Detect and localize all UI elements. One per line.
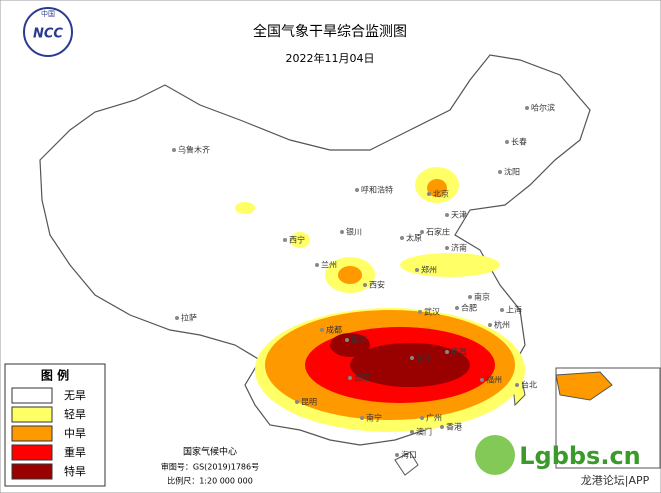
city-label: 南宁 xyxy=(366,413,382,423)
watermark-app: 龙港论坛|APP xyxy=(581,473,650,487)
legend-swatch xyxy=(11,463,53,480)
city-label: 天津 xyxy=(451,210,467,220)
city-dot xyxy=(505,140,509,144)
city-dot xyxy=(315,263,319,267)
city-label: 拉萨 xyxy=(181,313,197,323)
city-dot xyxy=(480,378,484,382)
legend-label: 中旱 xyxy=(64,427,86,440)
city-label: 哈尔滨 xyxy=(531,103,555,113)
city-dot xyxy=(418,310,422,314)
city-label: 太原 xyxy=(406,233,422,243)
city-label: 银川 xyxy=(346,227,362,237)
city-label: 乌鲁木齐 xyxy=(178,145,210,155)
city-label: 北京 xyxy=(433,189,449,199)
logo-top: 中国 xyxy=(41,9,55,18)
logo xyxy=(23,7,73,57)
date: 2022年11月04日 xyxy=(286,51,375,65)
city-label: 澳门 xyxy=(416,427,432,437)
legend-label: 重旱 xyxy=(64,445,86,459)
city-dot xyxy=(498,170,502,174)
city-dot xyxy=(488,323,492,327)
city-dot xyxy=(445,246,449,250)
city-dot xyxy=(172,148,176,152)
city-dot xyxy=(445,213,449,217)
logo-name: NCC xyxy=(33,27,63,42)
legend-label: 特旱 xyxy=(64,464,86,478)
city-label: 呼和浩特 xyxy=(361,185,393,195)
city-dot xyxy=(395,453,399,457)
city-label: 杭州 xyxy=(494,320,510,330)
city-dot xyxy=(468,295,472,299)
watermark-logo xyxy=(475,435,515,475)
hainan xyxy=(394,451,419,476)
legend-swatch xyxy=(11,387,53,404)
city-dot xyxy=(345,338,349,342)
city-label: 广州 xyxy=(426,413,442,423)
city-dot xyxy=(400,236,404,240)
city-dot xyxy=(283,238,287,242)
city-label: 长春 xyxy=(511,137,527,147)
city-label: 武汉 xyxy=(424,307,440,317)
city-label: 台北 xyxy=(521,380,537,390)
watermark-site: Lgbbs.cn xyxy=(519,442,641,470)
city-label: 兰州 xyxy=(321,260,337,270)
footer-scale: 比例尺：1:20 000 000 xyxy=(167,476,253,486)
legend-title: 图 例 xyxy=(41,368,69,383)
city-dot xyxy=(440,425,444,429)
city-label: 贵阳 xyxy=(354,373,370,383)
city-label: 南京 xyxy=(474,292,490,302)
city-label: 成都 xyxy=(326,325,342,335)
drought-areas xyxy=(235,167,525,432)
city-label: 上海 xyxy=(506,305,522,315)
city-label: 海口 xyxy=(401,450,417,460)
city-label: 长沙 xyxy=(416,353,432,363)
legend-swatch xyxy=(11,444,53,461)
city-label: 福州 xyxy=(486,376,502,385)
city-label: 济南 xyxy=(451,243,467,253)
city-dot xyxy=(348,376,352,380)
city-label: 合肥 xyxy=(461,303,477,313)
city-dot xyxy=(420,230,424,234)
city-dot xyxy=(525,106,529,110)
footer-org: 国家气候中心 xyxy=(183,446,237,458)
city-dot xyxy=(320,328,324,332)
city-label: 南昌 xyxy=(451,347,467,357)
city-label: 西安 xyxy=(369,280,385,290)
city-dot xyxy=(427,192,431,196)
title: 全国气象干旱综合监测图 xyxy=(253,23,407,40)
city-dot xyxy=(363,283,367,287)
city-dot xyxy=(295,400,299,404)
city-dot xyxy=(415,268,419,272)
city-dot xyxy=(410,356,414,360)
city-dot xyxy=(355,188,359,192)
inset-land xyxy=(555,371,613,401)
city-label: 石家庄 xyxy=(426,227,450,237)
city-dot xyxy=(340,230,344,234)
city-label: 香港 xyxy=(446,422,462,432)
legend-label: 轻旱 xyxy=(64,407,86,421)
footer-approval: 审图号：GS(2019)1786号 xyxy=(161,462,259,472)
city-dot xyxy=(515,383,519,387)
city-dot xyxy=(175,316,179,320)
city-dot xyxy=(500,308,504,312)
legend-swatch xyxy=(11,406,53,423)
city-dot xyxy=(445,350,449,354)
city-dot xyxy=(360,416,364,420)
legend-swatch xyxy=(11,425,53,442)
city-label: 沈阳 xyxy=(504,167,520,177)
city-label: 郑州 xyxy=(421,265,437,275)
city-dot xyxy=(420,416,424,420)
city-dot xyxy=(410,430,414,434)
city-label: 重庆 xyxy=(351,335,367,345)
city-dot xyxy=(455,306,459,310)
city-label: 昆明 xyxy=(301,398,317,407)
city-label: 西宁 xyxy=(289,235,305,245)
legend-label: 无旱 xyxy=(64,389,86,402)
